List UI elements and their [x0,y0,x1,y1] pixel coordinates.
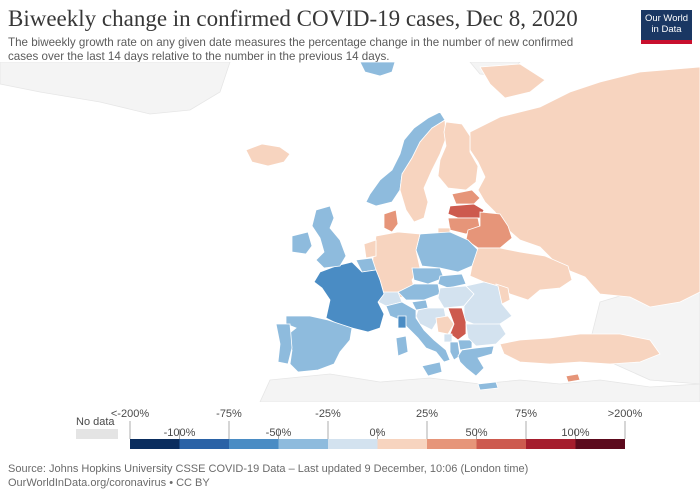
country-ukraine[interactable] [469,247,573,301]
chart-subtitle: The biweekly growth rate on any given da… [8,36,608,64]
legend-top-label-4: 75% [515,408,537,420]
legend-labels: <-200% -75% -25% 25% 75% >200% -100% -50% 0% 50% 1… [111,408,643,439]
legend-bin-5[interactable] [377,439,428,449]
legend-no-data-label: No data [76,416,115,428]
country-czechia[interactable] [411,267,445,285]
legend-top-label-5: >200% [608,408,643,420]
country-sicily[interactable] [421,361,443,377]
greenland-land [0,62,231,115]
legend-bin-7[interactable] [476,439,527,449]
country-bulgaria[interactable] [465,323,507,347]
country-north-macedonia[interactable] [457,339,473,351]
legend-bottom-label-0: -100% [164,427,196,439]
country-denmark[interactable] [383,209,399,233]
country-novaya-zemlya[interactable] [479,63,546,99]
legend-bin-6[interactable] [427,439,477,449]
logo-line-1: Our World [644,13,689,24]
country-sweden[interactable] [399,119,447,223]
country-ireland[interactable] [291,231,313,255]
legend-bottom-label-4: 100% [561,427,589,439]
legend-top-label-2: -25% [315,408,341,420]
country-netherlands[interactable] [363,239,377,259]
country-crete[interactable] [477,381,499,391]
country-svalbard[interactable] [359,62,396,77]
europe-map [0,62,700,402]
country-corsica[interactable] [397,315,407,329]
subtitle-line-1: The biweekly growth rate on any given da… [8,36,574,49]
country-russia[interactable] [469,66,700,308]
country-spain[interactable] [285,315,353,373]
country-albania[interactable] [449,341,461,361]
logo-line-2: in Data [651,24,682,35]
legend-bottom-label-2: 0% [370,427,386,439]
source-line-1: Source: Johns Hopkins University CSSE CO… [8,463,529,475]
country-serbia[interactable] [447,307,467,341]
owid-logo[interactable]: Our World in Data [641,10,692,44]
legend-bottom-label-1: -50% [266,427,292,439]
country-iceland[interactable] [245,143,291,167]
country-bosnia[interactable] [435,315,455,335]
legend-bottom-label-3: 50% [465,427,487,439]
country-portugal[interactable] [275,323,293,365]
country-latvia[interactable] [447,203,485,219]
country-sardinia[interactable] [395,335,409,357]
subtitle-line-2: cases over the last 14 days relative to … [8,50,390,63]
legend-top-label-1: -75% [216,408,242,420]
countries [245,62,700,391]
legend-bin-0[interactable] [130,439,180,449]
legend-bin-2[interactable] [229,439,279,449]
country-finland[interactable] [437,121,479,191]
legend-bin-4[interactable] [328,439,378,449]
source-line-2[interactable]: OurWorldInData.org/coronavirus • CC BY [8,477,210,489]
country-cyprus[interactable] [565,373,581,383]
country-turkey[interactable] [499,333,661,365]
country-greece[interactable] [457,345,495,377]
country-estonia[interactable] [451,189,481,205]
country-slovakia[interactable] [437,273,467,289]
legend-bin-8[interactable] [526,439,576,449]
legend-bin-1[interactable] [179,439,230,449]
country-poland[interactable] [415,231,479,273]
country-united-kingdom[interactable] [311,205,347,269]
chart-title: Biweekly change in confirmed COVID-19 ca… [8,6,578,31]
legend-bins [130,439,625,449]
country-montenegro[interactable] [443,333,453,343]
country-france[interactable] [313,261,385,333]
legend-top-label-0: <-200% [111,408,149,420]
legend-bin-3[interactable] [278,439,329,449]
legend-top-label-3: 25% [416,408,438,420]
source-note: Source: Johns Hopkins University CSSE CO… [8,462,528,490]
color-legend: No data <-200% -75% -25% 25% 75% >200% -100% -5… [76,408,643,449]
legend-bin-9[interactable] [575,439,626,449]
legend-no-data-swatch [76,429,118,439]
